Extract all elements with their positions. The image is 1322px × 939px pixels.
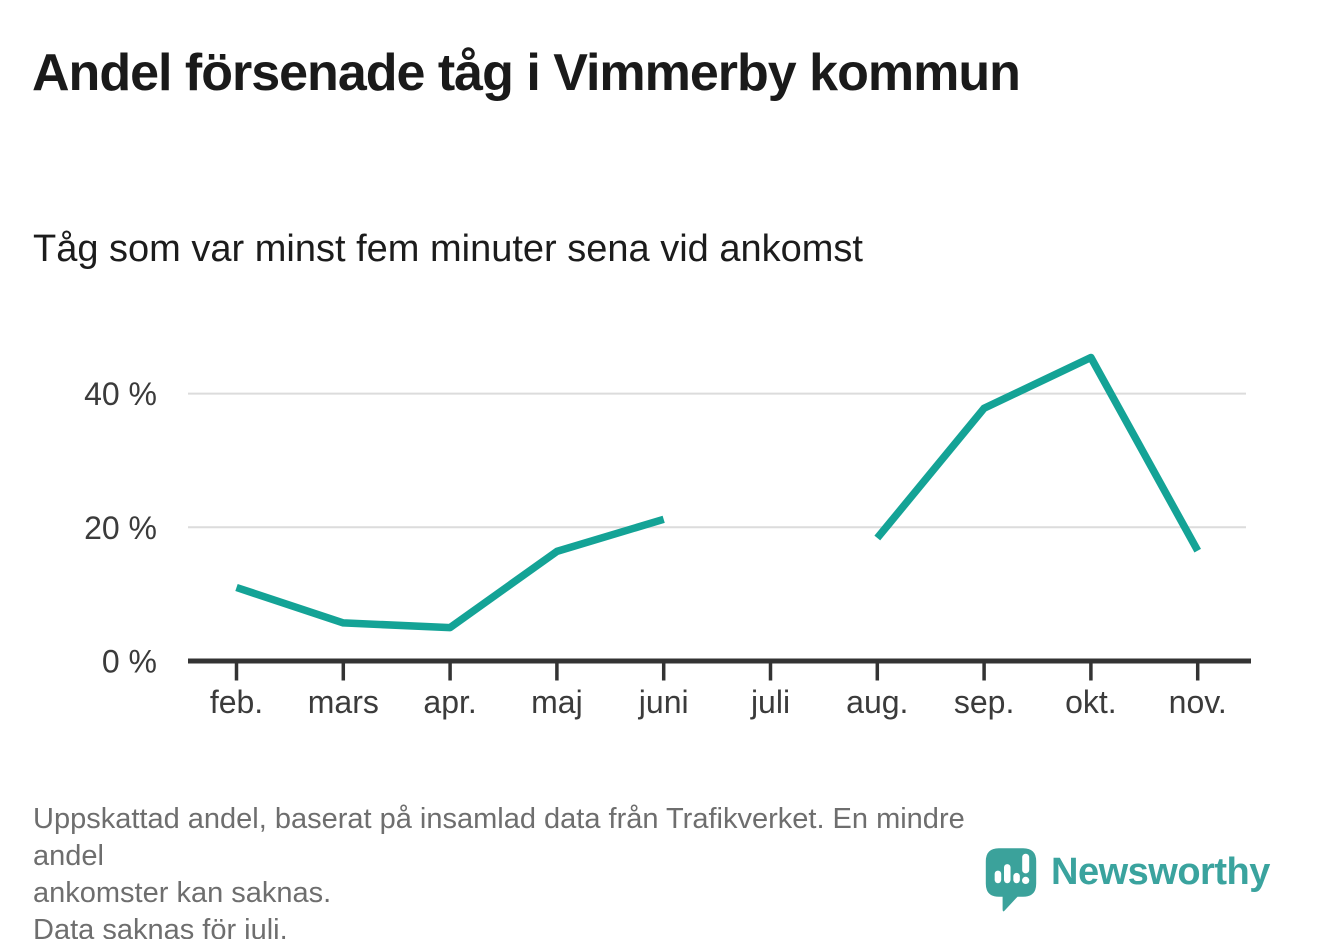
logo-bar — [1013, 872, 1020, 884]
logo-bar — [1004, 864, 1011, 884]
logo-exclamation-bar — [1022, 853, 1030, 874]
x-tick-label: juni — [638, 684, 689, 720]
data-line-segment — [874, 353, 1201, 553]
x-tick-label: aug. — [846, 684, 908, 720]
footnote-line: Uppskattad andel, baserat på insamlad da… — [33, 803, 965, 872]
chart-footnote: Uppskattad andel, baserat på insamlad da… — [33, 801, 983, 939]
y-tick-label: 0 % — [102, 644, 157, 680]
y-tick-label: 20 % — [84, 510, 157, 546]
data-line-segment — [235, 515, 665, 632]
x-tick-label: feb. — [210, 684, 263, 720]
newsworthy-wordmark: Newsworthy — [1051, 851, 1270, 893]
x-tick-label: apr. — [423, 684, 476, 720]
x-tick-label: nov. — [1169, 684, 1227, 720]
x-tick-label: okt. — [1065, 684, 1117, 720]
logo-exclamation-dot — [1022, 876, 1030, 885]
x-tick-label: juli — [750, 684, 790, 720]
x-tick-label: mars — [308, 684, 379, 720]
newsworthy-logo-icon — [985, 848, 1037, 912]
page-title: Andel försenade tåg i Vimmerby kommun — [32, 44, 1021, 102]
logo-bar — [994, 870, 1002, 884]
chart-subtitle: Tåg som var minst fem minuter sena vid a… — [33, 228, 863, 270]
x-tick-label: sep. — [954, 684, 1014, 720]
newsworthy-logo: Newsworthy — [983, 845, 1270, 913]
x-tick-label: maj — [531, 684, 583, 720]
y-tick-label: 40 % — [84, 376, 157, 412]
footnote-line: Data saknas för juli. — [33, 914, 288, 939]
footnote-line: ankomster kan saknas. — [33, 877, 332, 909]
